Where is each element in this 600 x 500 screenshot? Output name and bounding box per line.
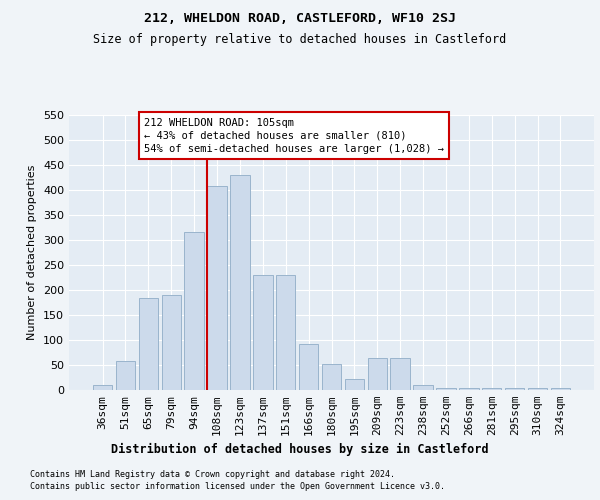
Bar bbox=[139, 298, 158, 390]
Bar bbox=[184, 232, 204, 390]
Bar bbox=[276, 275, 295, 390]
Bar bbox=[230, 175, 250, 390]
Bar bbox=[436, 388, 455, 390]
Bar bbox=[208, 186, 227, 390]
Bar bbox=[299, 344, 319, 390]
Bar bbox=[322, 364, 341, 390]
Bar bbox=[344, 379, 364, 390]
Text: 212, WHELDON ROAD, CASTLEFORD, WF10 2SJ: 212, WHELDON ROAD, CASTLEFORD, WF10 2SJ bbox=[144, 12, 456, 26]
Y-axis label: Number of detached properties: Number of detached properties bbox=[28, 165, 37, 340]
Text: Size of property relative to detached houses in Castleford: Size of property relative to detached ho… bbox=[94, 32, 506, 46]
Bar bbox=[528, 388, 547, 390]
Bar bbox=[551, 388, 570, 390]
Bar bbox=[161, 295, 181, 390]
Bar bbox=[505, 388, 524, 390]
Bar bbox=[482, 388, 502, 390]
Bar bbox=[116, 361, 135, 390]
Text: Contains HM Land Registry data © Crown copyright and database right 2024.: Contains HM Land Registry data © Crown c… bbox=[30, 470, 395, 479]
Bar bbox=[253, 275, 272, 390]
Bar bbox=[368, 358, 387, 390]
Bar bbox=[391, 358, 410, 390]
Bar bbox=[459, 388, 479, 390]
Text: Contains public sector information licensed under the Open Government Licence v3: Contains public sector information licen… bbox=[30, 482, 445, 491]
Text: 212 WHELDON ROAD: 105sqm
← 43% of detached houses are smaller (810)
54% of semi-: 212 WHELDON ROAD: 105sqm ← 43% of detach… bbox=[144, 118, 444, 154]
Text: Distribution of detached houses by size in Castleford: Distribution of detached houses by size … bbox=[111, 442, 489, 456]
Bar bbox=[413, 385, 433, 390]
Bar bbox=[93, 385, 112, 390]
